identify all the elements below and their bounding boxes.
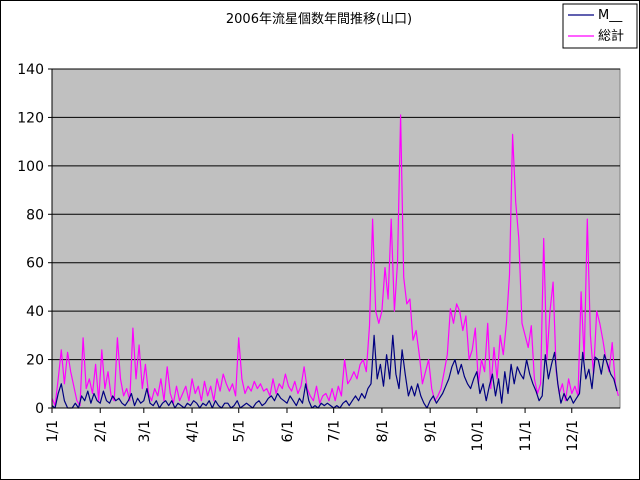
x-tick-label: 6/1 — [280, 420, 296, 443]
legend-box — [562, 3, 638, 49]
x-tick-label: 2/1 — [93, 420, 109, 443]
y-tick-label: 100 — [17, 159, 44, 175]
x-tick-label: 10/1 — [470, 420, 486, 451]
x-tick-label: 12/1 — [565, 420, 581, 451]
chart-title: 2006年流星個数年間推移(山口) — [226, 12, 412, 27]
x-tick-label: 7/1 — [327, 420, 343, 443]
x-tick-label: 8/1 — [375, 420, 391, 443]
x-tick-label: 1/1 — [45, 420, 61, 443]
x-tick-label: 11/1 — [518, 420, 534, 451]
x-tick-label: 5/1 — [232, 420, 248, 443]
series-line-2 — [51, 114, 619, 407]
y-tick-label: 140 — [17, 62, 44, 78]
x-tick-label: 9/1 — [423, 420, 439, 443]
legend-label-series-1: M__ — [598, 8, 623, 23]
y-tick-label: 60 — [26, 256, 44, 272]
plot-area — [51, 68, 621, 409]
legend: M__ 総計 — [562, 3, 638, 49]
x-tick-label: 3/1 — [137, 420, 153, 443]
y-tick-label: 0 — [35, 401, 44, 417]
y-tick-label: 20 — [26, 353, 44, 369]
y-tick-label: 120 — [17, 110, 44, 126]
axes: 0 20 40 60 80 100 120 140 1/1 2/1 3/1 4/1 5/1 6/1 7/1 8… — [17, 62, 620, 451]
y-tick-label: 80 — [26, 207, 44, 223]
legend-label-series-2: 総計 — [598, 28, 624, 44]
grid-lines — [52, 68, 620, 361]
series-lines — [51, 114, 619, 409]
y-tick-label: 40 — [26, 304, 44, 320]
series-line-1 — [51, 334, 618, 409]
x-tick-label: 4/1 — [185, 420, 201, 443]
